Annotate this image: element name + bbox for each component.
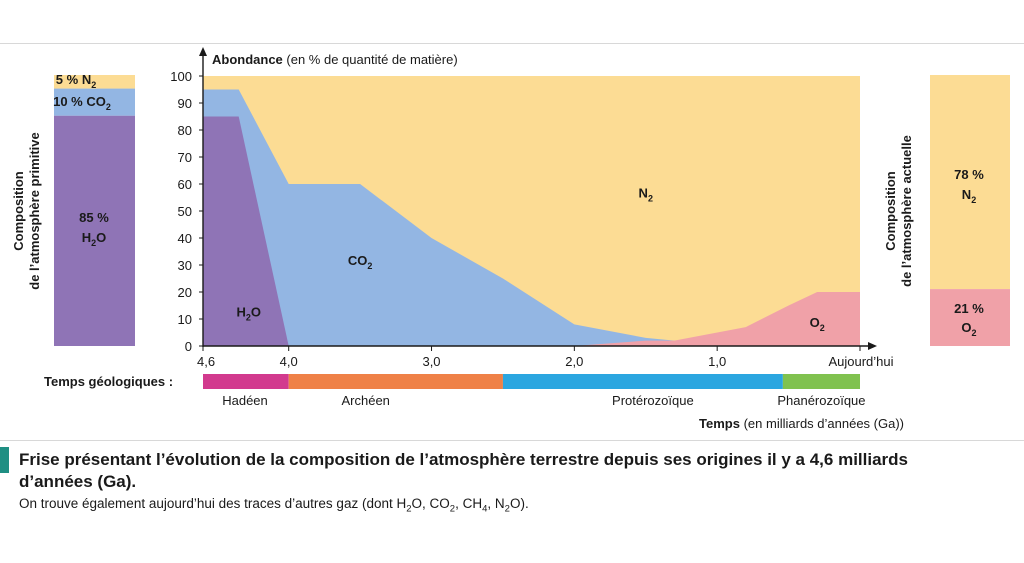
y-tick-label: 0 xyxy=(185,339,192,354)
bottom-divider xyxy=(0,440,1024,441)
current-title-line2: de l’atmosphère actuelle xyxy=(899,135,914,287)
x-tick-label: 2,0 xyxy=(565,354,583,369)
primitive-co2-label: 10 % CO2 xyxy=(53,94,111,112)
eon-label-archeen: Archéen xyxy=(341,393,389,408)
caption-note: On trouve également aujourd’hui des trac… xyxy=(19,496,529,515)
primitive-title-line1: Composition xyxy=(11,171,26,250)
series-label-o2: O2 xyxy=(810,315,825,333)
current-n2-pct: 78 % xyxy=(954,167,984,182)
eon-band-hadeen xyxy=(203,374,289,389)
atmosphere-composition-figure: 5 % N2 10 % CO2 85 % H2O Composition de … xyxy=(11,47,1010,431)
current-n2-segment xyxy=(930,75,1010,290)
x-tick-label: 3,0 xyxy=(422,354,440,369)
eon-label-proterozoique: Protérozoïque xyxy=(612,393,694,408)
series-labels: H2O CO2 O2 N2 xyxy=(236,186,824,334)
eon-band-phanerozoique xyxy=(782,374,860,389)
series-label-n2: N2 xyxy=(639,186,653,204)
y-tick-label: 40 xyxy=(178,231,192,246)
x-tick-label: 1,0 xyxy=(708,354,726,369)
current-n2-label: N2 xyxy=(962,187,976,205)
y-axis: 0 10 20 30 40 50 60 70 80 90 100 xyxy=(170,47,207,354)
primitive-atmosphere-bar: 5 % N2 10 % CO2 85 % H2O Composition de … xyxy=(11,72,135,347)
current-o2-segment xyxy=(930,289,1010,346)
geological-timeline: Temps géologiques : Hadéen Archéen Protéro… xyxy=(44,374,866,408)
y-axis-arrow-icon xyxy=(199,47,207,56)
primitive-n2-label: 5 % N2 xyxy=(56,72,96,90)
x-axis: 4,6 4,0 3,0 2,0 1,0 Aujourd’hui xyxy=(197,342,894,369)
current-o2-label: O2 xyxy=(961,320,976,338)
x-axis-title: Temps (en milliards d’années (Ga)) xyxy=(699,416,904,431)
eon-label-hadeen: Hadéen xyxy=(222,393,268,408)
primitive-h2o-pct: 85 % xyxy=(79,210,109,225)
current-atmosphere-bar: 78 % N2 21 % O2 Composition de l’atmosph… xyxy=(883,75,1010,346)
y-tick-label: 60 xyxy=(178,177,192,192)
y-tick-label: 90 xyxy=(178,96,192,111)
co2-area xyxy=(203,89,860,346)
primitive-title-line2: de l’atmosphère primitive xyxy=(27,132,42,290)
series-label-co2: CO2 xyxy=(348,253,373,271)
o2-area xyxy=(574,292,860,346)
primitive-h2o-label: H2O xyxy=(82,230,107,248)
primitive-co2-segment xyxy=(54,88,135,116)
eon-band-proterozoique xyxy=(502,374,783,389)
eon-band-archeen xyxy=(288,374,503,389)
y-tick-label: 80 xyxy=(178,123,192,138)
caption-title: Frise présentant l’évolution de la compo… xyxy=(19,450,908,491)
caption-accent-bar xyxy=(0,447,9,473)
primitive-h2o-segment xyxy=(54,115,135,347)
y-tick-label: 50 xyxy=(178,204,192,219)
abundance-area-chart: H2O CO2 O2 N2 0 10 20 30 40 50 60 70 80 90 100 4,6 4,0… xyxy=(170,47,904,431)
y-tick-label: 70 xyxy=(178,150,192,165)
eon-bands: Hadéen Archéen Protérozoïque Phanérozoïque xyxy=(203,374,866,408)
x-axis-arrow-icon xyxy=(868,342,877,350)
top-divider xyxy=(0,43,1024,44)
y-tick-label: 100 xyxy=(170,69,192,84)
h2o-area xyxy=(203,116,289,346)
y-axis-title: Abondance (en % de quantité de matière) xyxy=(212,52,458,67)
timeline-label: Temps géologiques : xyxy=(44,374,173,389)
primitive-n2-segment xyxy=(54,75,135,89)
eon-label-phanerozoique: Phanérozoïque xyxy=(777,393,865,408)
y-tick-label: 20 xyxy=(178,285,192,300)
x-tick-label: Aujourd’hui xyxy=(828,354,893,369)
current-o2-pct: 21 % xyxy=(954,301,984,316)
x-tick-label: 4,0 xyxy=(280,354,298,369)
series-label-h2o: H2O xyxy=(236,304,261,322)
current-title-line1: Composition xyxy=(883,171,898,250)
x-tick-label: 4,6 xyxy=(197,354,215,369)
y-tick-label: 10 xyxy=(178,312,192,327)
y-tick-label: 30 xyxy=(178,258,192,273)
